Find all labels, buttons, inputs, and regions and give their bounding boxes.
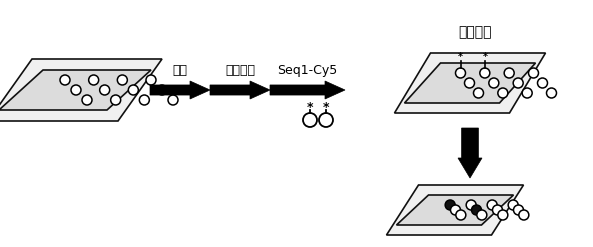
Circle shape xyxy=(319,113,333,127)
Circle shape xyxy=(477,210,487,220)
Text: 脱蜡: 脱蜡 xyxy=(173,64,187,77)
Circle shape xyxy=(498,210,508,220)
Circle shape xyxy=(303,113,317,127)
Circle shape xyxy=(455,68,466,78)
Circle shape xyxy=(157,85,167,95)
Polygon shape xyxy=(210,81,270,99)
Circle shape xyxy=(537,78,547,88)
Circle shape xyxy=(480,68,490,78)
Circle shape xyxy=(139,95,149,105)
Circle shape xyxy=(464,78,474,88)
Circle shape xyxy=(111,95,120,105)
Circle shape xyxy=(487,200,497,210)
Polygon shape xyxy=(458,128,482,178)
Circle shape xyxy=(100,85,110,95)
Circle shape xyxy=(471,205,482,215)
Polygon shape xyxy=(397,195,514,225)
Text: *: * xyxy=(482,52,487,62)
Circle shape xyxy=(514,205,524,215)
Circle shape xyxy=(504,68,514,78)
Circle shape xyxy=(466,200,476,210)
Circle shape xyxy=(522,88,532,98)
Circle shape xyxy=(60,75,70,85)
Circle shape xyxy=(528,68,538,78)
Circle shape xyxy=(489,78,499,88)
Circle shape xyxy=(168,95,178,105)
Polygon shape xyxy=(150,81,210,99)
Polygon shape xyxy=(387,185,524,235)
Text: 抗原恢复: 抗原恢复 xyxy=(225,64,255,77)
Circle shape xyxy=(519,210,529,220)
Circle shape xyxy=(128,85,138,95)
Polygon shape xyxy=(0,70,151,110)
Circle shape xyxy=(445,200,455,210)
Polygon shape xyxy=(0,59,162,121)
Circle shape xyxy=(513,78,523,88)
Circle shape xyxy=(71,85,81,95)
Circle shape xyxy=(117,75,127,85)
Circle shape xyxy=(473,88,483,98)
Circle shape xyxy=(456,210,466,220)
Text: *: * xyxy=(307,101,313,114)
Circle shape xyxy=(451,205,461,215)
Text: *: * xyxy=(458,52,463,62)
Polygon shape xyxy=(394,53,546,113)
Text: *: * xyxy=(323,101,329,114)
Circle shape xyxy=(498,88,508,98)
Polygon shape xyxy=(270,81,345,99)
Circle shape xyxy=(82,95,92,105)
Circle shape xyxy=(493,205,502,215)
Circle shape xyxy=(508,200,518,210)
Circle shape xyxy=(146,75,156,85)
Text: Seq1-Cy5: Seq1-Cy5 xyxy=(278,64,337,77)
Polygon shape xyxy=(404,63,535,103)
Text: 探针反应: 探针反应 xyxy=(458,25,492,39)
Circle shape xyxy=(547,88,556,98)
Circle shape xyxy=(89,75,98,85)
